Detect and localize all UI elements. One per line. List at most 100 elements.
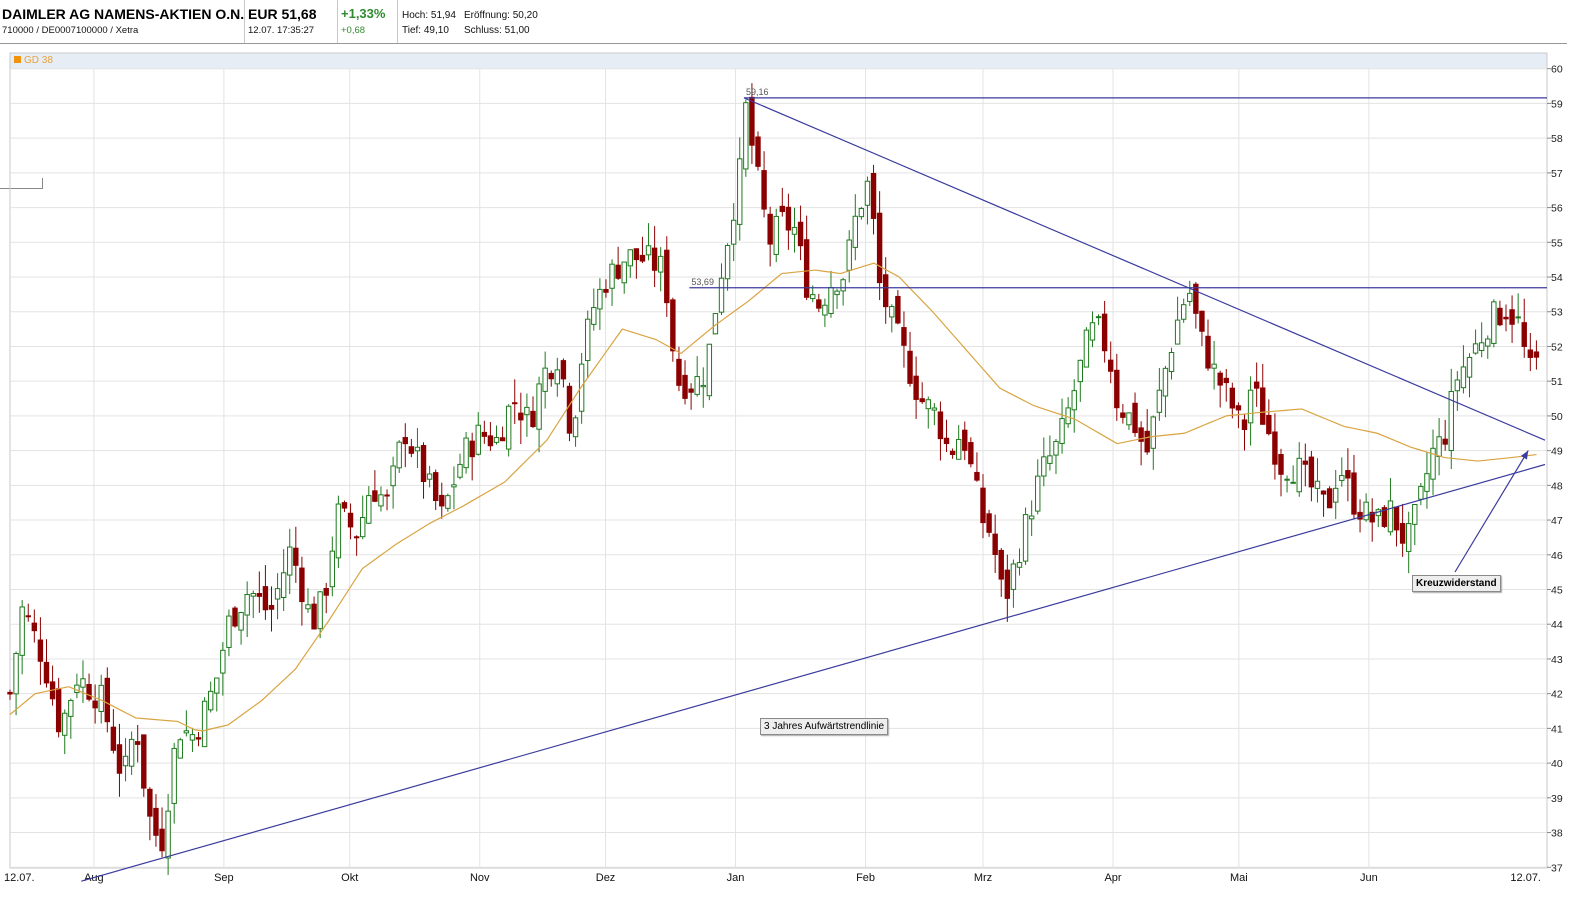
candle-down [1302, 460, 1309, 465]
candle-up [1077, 359, 1084, 383]
x-tick-label: Dez [596, 872, 616, 884]
candle-up [1339, 475, 1345, 481]
candle-up [1150, 416, 1156, 449]
candle-up [414, 446, 421, 452]
candle-up [463, 437, 469, 469]
candle-up [1454, 379, 1461, 392]
side-panel-tab[interactable] [0, 178, 43, 189]
candle-down [262, 586, 269, 611]
resistance-label: 59,16 [746, 87, 769, 97]
trendline-annotation: 3 Jahres Aufwärtstrendlinie [760, 718, 889, 735]
candle-up [505, 405, 512, 450]
candle-up [572, 417, 579, 438]
candle-up [718, 277, 725, 313]
candle-down [901, 327, 907, 346]
candle-up [1296, 457, 1302, 493]
candle-down [481, 431, 488, 437]
candle-up [335, 503, 342, 559]
candle-up [378, 494, 384, 507]
candle-up [13, 652, 19, 695]
candle-up [931, 407, 938, 411]
candle-up [810, 294, 816, 300]
candle-down [1101, 313, 1108, 352]
candle-up [1180, 304, 1187, 320]
y-tick-label: 53 [1551, 307, 1563, 319]
candle-up [542, 367, 548, 392]
candle-down [1393, 506, 1400, 531]
x-tick-label: Sep [214, 872, 234, 884]
candle-down [1138, 427, 1144, 442]
candle-down [639, 254, 646, 262]
candle-down [980, 487, 986, 524]
candle-down [615, 264, 621, 279]
candle-down [779, 205, 786, 213]
candle-up [846, 239, 852, 271]
y-tick-label: 45 [1551, 585, 1563, 597]
x-tick-label: Mai [1230, 872, 1248, 884]
candle-down [919, 398, 925, 403]
plot-frame [9, 52, 1548, 869]
candle-down [1004, 569, 1011, 599]
candle-down [937, 411, 944, 440]
candle-down [116, 744, 123, 774]
candle-down [974, 471, 980, 481]
candle-up [597, 288, 603, 310]
y-tick-label: 58 [1551, 133, 1563, 145]
candle-up [165, 810, 171, 859]
candle-down [1369, 511, 1375, 523]
candle-down [548, 372, 554, 380]
candle-up [244, 594, 250, 616]
candle-down [7, 691, 13, 695]
candle-up [694, 376, 700, 395]
candle-up [1016, 562, 1023, 568]
candle-up [578, 363, 585, 412]
candle-down [1308, 456, 1315, 488]
candle-up [171, 747, 177, 804]
change-cell: +1,33% +0,68 [337, 0, 398, 43]
candle-down [913, 375, 919, 400]
x-tick-label: Feb [856, 872, 875, 884]
x-tick-label: 12.07. [1510, 872, 1541, 884]
candle-down [311, 603, 317, 630]
candle-up [773, 215, 779, 255]
candle-up [1010, 563, 1017, 590]
x-tick-label: Apr [1104, 872, 1121, 884]
candle-up [98, 684, 104, 712]
trendline [743, 97, 1546, 441]
candle-down [1381, 507, 1388, 527]
candle-up [743, 102, 749, 170]
candle-up [1284, 478, 1290, 481]
candle-up [1089, 322, 1096, 341]
instrument-cell: DAIMLER AG NAMENS-AKTIEN O.N. 710000 / D… [0, 0, 245, 43]
candle-up [1363, 501, 1369, 521]
candle-down [1326, 488, 1333, 509]
candle-up [80, 678, 86, 688]
candle-down [1497, 307, 1503, 326]
candle-up [366, 495, 372, 524]
candle-down [949, 450, 956, 455]
candle-up [426, 473, 433, 480]
candle-up [1478, 342, 1485, 351]
candle-up [396, 441, 402, 469]
quote-timestamp: 12.07. 17:35:27 [248, 25, 315, 36]
candle-down [1320, 490, 1327, 495]
candle-up [627, 249, 633, 267]
candle-up [451, 484, 457, 488]
candle-down [1108, 359, 1114, 372]
candle-down [1509, 309, 1515, 325]
y-tick-label: 57 [1551, 168, 1563, 180]
candle-down [1144, 430, 1150, 453]
candle-up [1028, 515, 1035, 520]
candle-down [1527, 349, 1534, 358]
y-tick-label: 41 [1551, 723, 1563, 735]
candle-down [761, 170, 767, 210]
candle-up [1485, 338, 1491, 347]
candle-down [1193, 283, 1199, 314]
y-tick-label: 60 [1551, 64, 1563, 76]
candle-down [682, 374, 688, 399]
candle-down [1120, 412, 1126, 418]
candle-down [268, 605, 275, 610]
candle-up [475, 424, 481, 455]
candle-up [1047, 455, 1053, 464]
